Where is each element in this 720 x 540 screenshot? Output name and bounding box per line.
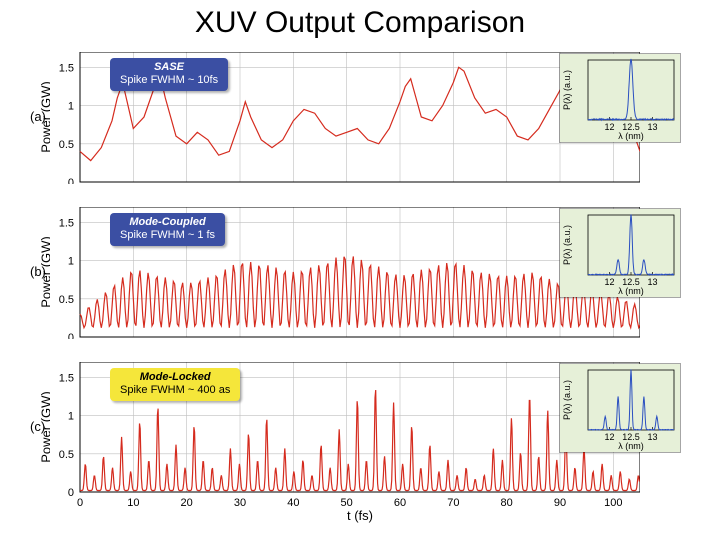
mode-badge: SASESpike FWHM ~ 10fs xyxy=(110,58,228,91)
badge-subtitle: Spike FWHM ~ 1 fs xyxy=(120,229,215,242)
svg-text:0: 0 xyxy=(68,332,74,339)
spectrum-inset: 1212.513P(λ) (a.u.)λ (nm) xyxy=(560,54,680,142)
svg-text:10: 10 xyxy=(127,497,139,509)
svg-text:70: 70 xyxy=(447,497,459,509)
svg-text:0: 0 xyxy=(68,487,74,499)
svg-text:0.5: 0.5 xyxy=(59,449,74,461)
mode-badge: Mode-LockedSpike FWHM ~ 400 as xyxy=(110,368,240,401)
panel-b: (b)Power (GW)00.511.5Mode-CoupledSpike F… xyxy=(0,203,720,358)
svg-text:0: 0 xyxy=(68,177,74,184)
svg-text:λ (nm): λ (nm) xyxy=(618,131,644,141)
svg-text:80: 80 xyxy=(501,497,513,509)
spectrum-inset: 1212.513P(λ) (a.u.)λ (nm) xyxy=(560,209,680,297)
svg-text:0.5: 0.5 xyxy=(59,139,74,151)
panel-a: (a)Power (GW)00.511.5SASESpike FWHM ~ 10… xyxy=(0,48,720,203)
spectrum-inset: 1212.513P(λ) (a.u.)λ (nm) xyxy=(560,364,680,452)
badge-subtitle: Spike FWHM ~ 400 as xyxy=(120,384,230,397)
svg-text:P(λ) (a.u.): P(λ) (a.u.) xyxy=(562,225,572,265)
svg-text:P(λ) (a.u.): P(λ) (a.u.) xyxy=(562,380,572,420)
svg-text:90: 90 xyxy=(554,497,566,509)
svg-text:1.5: 1.5 xyxy=(59,62,74,74)
svg-text:12: 12 xyxy=(604,122,614,132)
x-axis-label: t (fs) xyxy=(347,508,373,523)
svg-text:0.5: 0.5 xyxy=(59,294,74,306)
panel-c: (c)Power (GW)00.511.50102030405060708090… xyxy=(0,358,720,524)
svg-text:100: 100 xyxy=(604,497,622,509)
page-title: XUV Output Comparison xyxy=(0,0,720,40)
svg-text:13: 13 xyxy=(647,277,657,287)
svg-text:13: 13 xyxy=(647,122,657,132)
svg-text:1.5: 1.5 xyxy=(59,372,74,384)
svg-text:1: 1 xyxy=(68,256,74,268)
svg-text:λ (nm): λ (nm) xyxy=(618,441,644,451)
svg-text:12: 12 xyxy=(604,432,614,442)
svg-text:20: 20 xyxy=(181,497,193,509)
svg-text:0: 0 xyxy=(77,497,83,509)
svg-text:1: 1 xyxy=(68,411,74,423)
svg-text:30: 30 xyxy=(234,497,246,509)
svg-text:λ (nm): λ (nm) xyxy=(618,286,644,296)
svg-text:1: 1 xyxy=(68,101,74,113)
svg-text:P(λ) (a.u.): P(λ) (a.u.) xyxy=(562,70,572,110)
mode-badge: Mode-CoupledSpike FWHM ~ 1 fs xyxy=(110,213,225,246)
panels-container: (a)Power (GW)00.511.5SASESpike FWHM ~ 10… xyxy=(0,48,720,524)
svg-text:40: 40 xyxy=(287,497,299,509)
badge-subtitle: Spike FWHM ~ 10fs xyxy=(120,74,218,87)
svg-text:13: 13 xyxy=(647,432,657,442)
svg-text:12: 12 xyxy=(604,277,614,287)
badge-title: SASE xyxy=(120,61,218,74)
badge-title: Mode-Locked xyxy=(120,371,230,384)
badge-title: Mode-Coupled xyxy=(120,216,215,229)
svg-text:60: 60 xyxy=(394,497,406,509)
svg-text:1.5: 1.5 xyxy=(59,217,74,229)
